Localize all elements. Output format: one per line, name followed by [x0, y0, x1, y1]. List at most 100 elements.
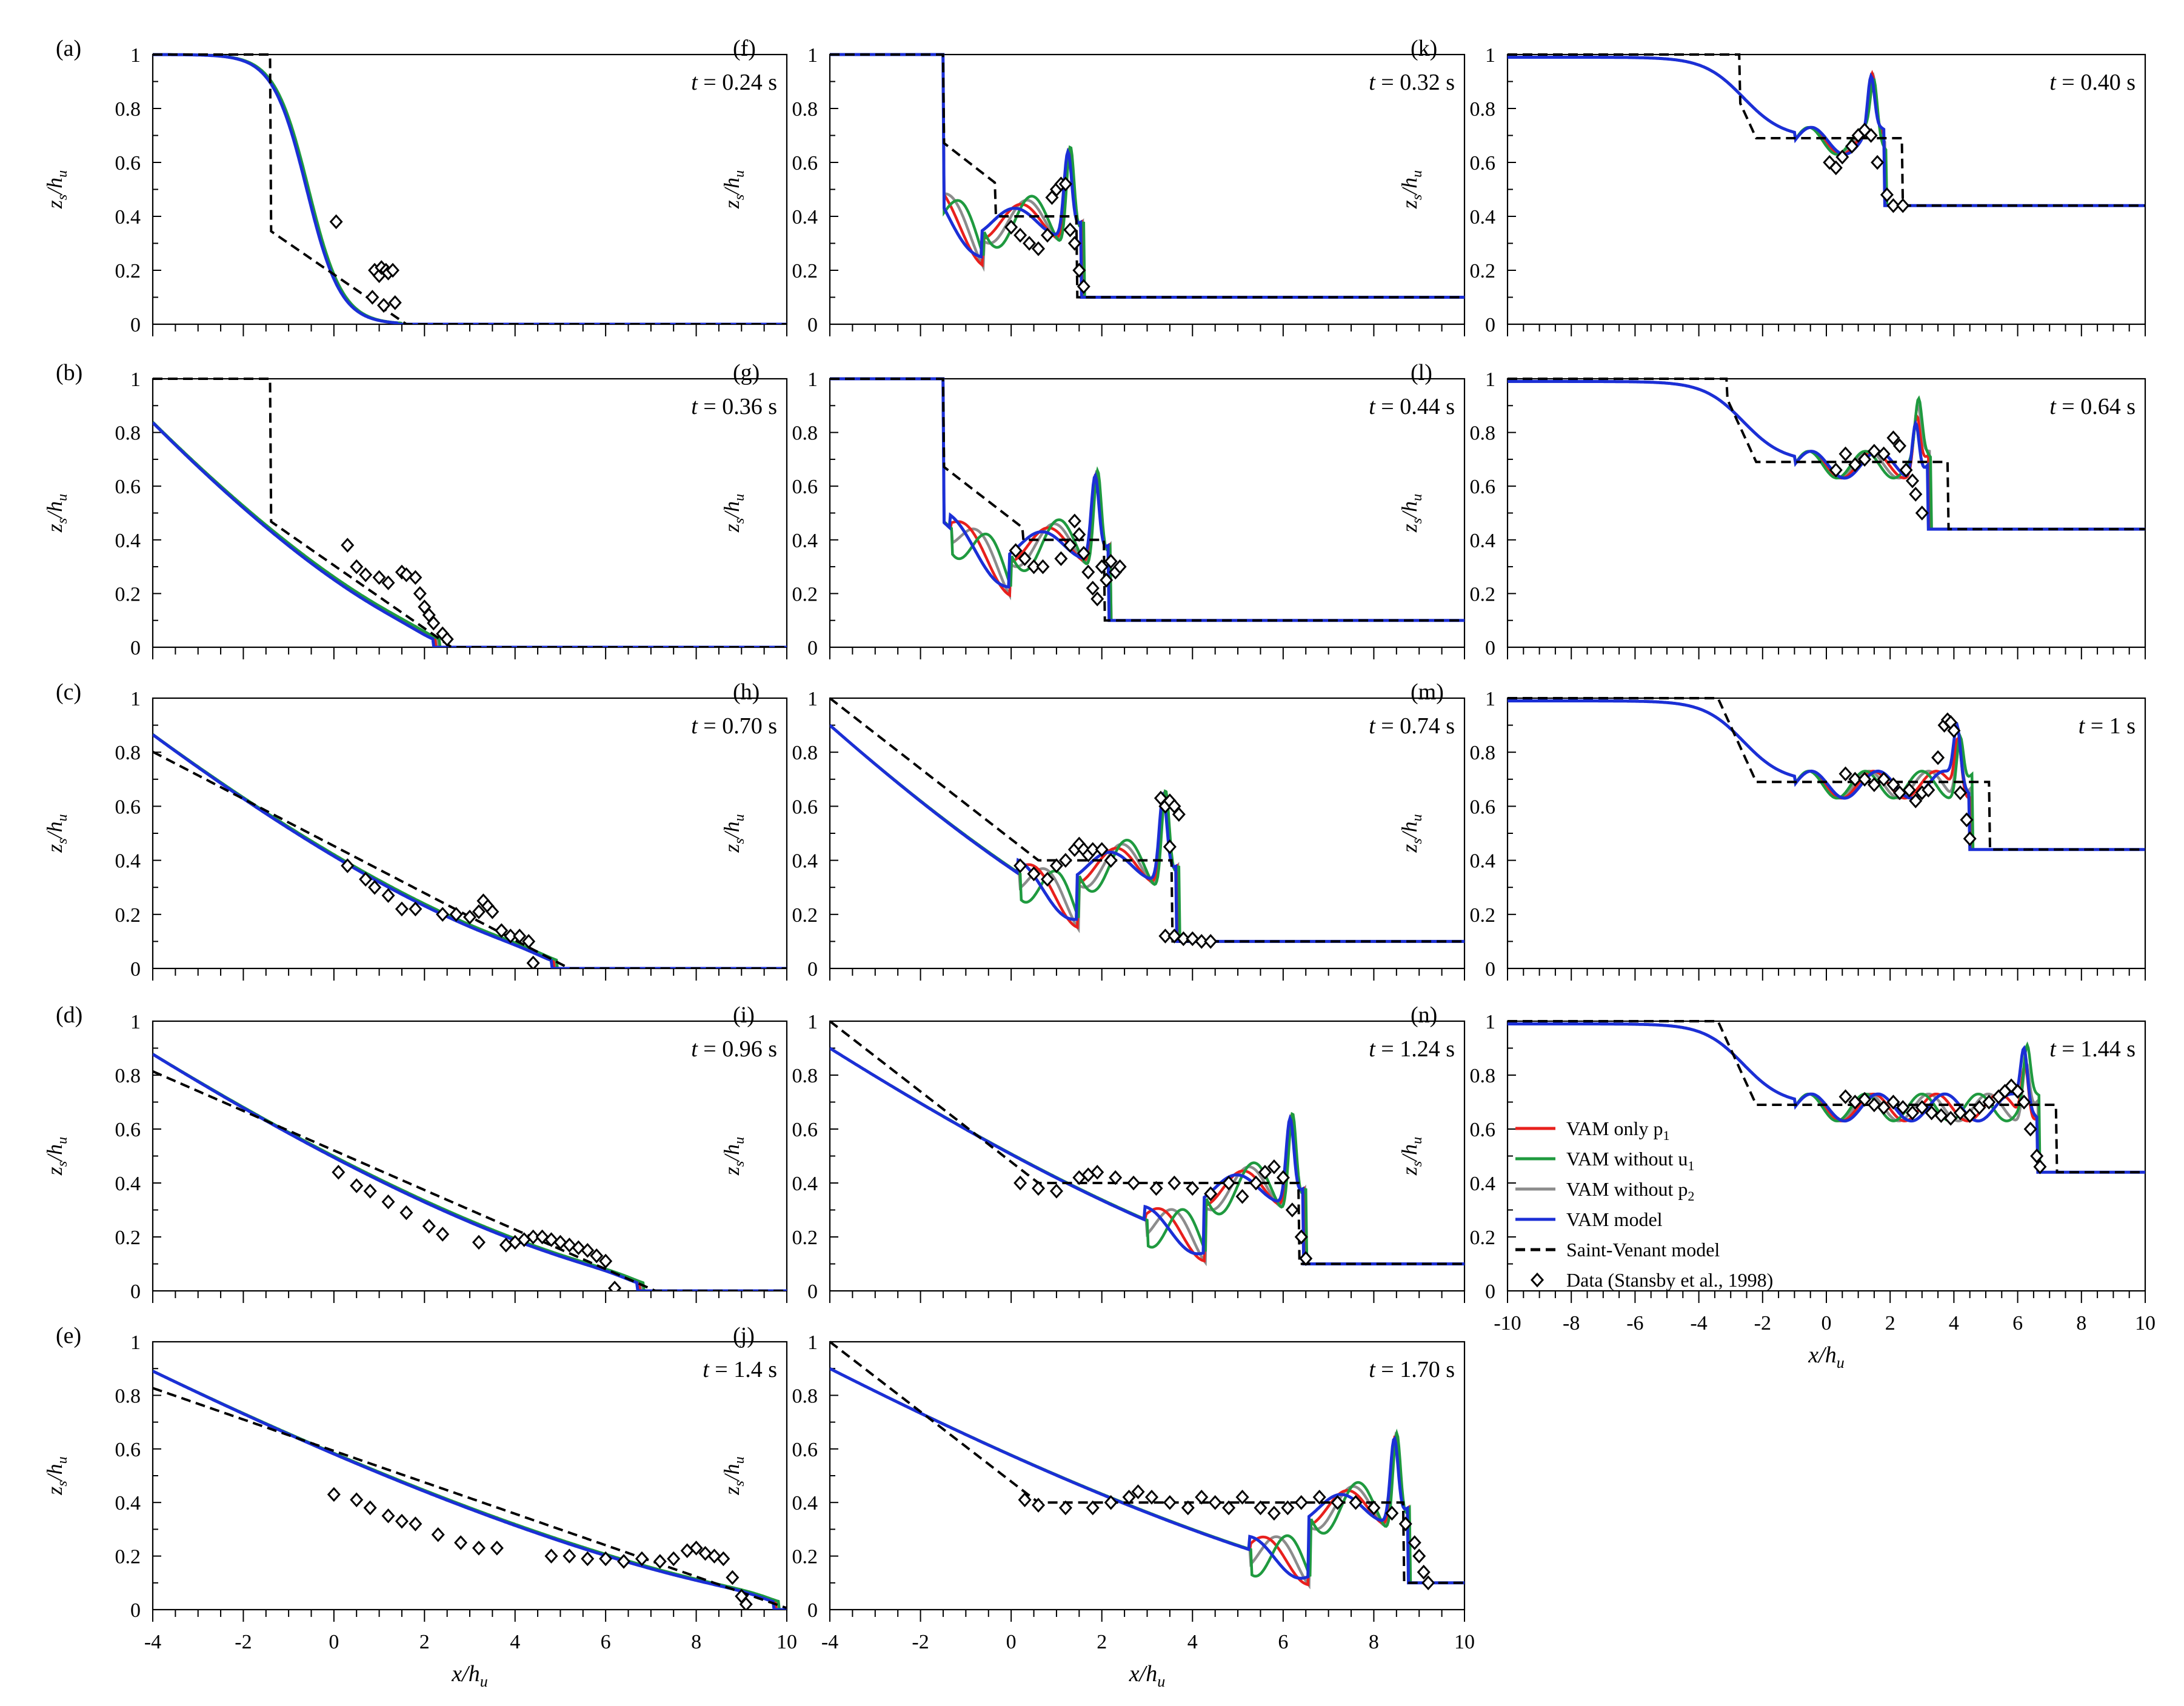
y-tick-label: 0.2: [1470, 1227, 1496, 1249]
y-tick-label: 0: [130, 314, 141, 336]
y-axis-label: zs/hu: [1397, 1137, 1425, 1176]
y-axis-label: zs/hu: [1397, 814, 1425, 853]
y-tick-label: 0.6: [792, 1439, 818, 1461]
data-marker: [1063, 222, 1077, 238]
y-tick-label: 0.4: [1470, 1173, 1496, 1195]
y-tick-label: 0: [1485, 314, 1495, 336]
x-tick-label: 6: [2012, 1312, 2023, 1334]
series-vam-model: [830, 724, 1464, 943]
data-marker: [1058, 176, 1072, 192]
data-marker: [431, 1527, 445, 1542]
panel-l: 0 0.2 0.4 0.6 0.8 1 zs/hu (l) t = 0.64 s: [1397, 360, 2146, 659]
x-tick-label: 4: [1949, 1312, 1959, 1334]
y-tick-label: 0.8: [792, 1385, 818, 1407]
plot-area: [1508, 697, 2145, 851]
data-marker: [1972, 1100, 1986, 1115]
data-marker: [436, 907, 450, 922]
data-marker: [1054, 551, 1068, 567]
x-tick-label: -2: [1754, 1312, 1771, 1334]
time-label: t = 0.70 s: [691, 713, 777, 739]
data-marker: [1886, 198, 1900, 213]
time-label: t = 0.32 s: [1369, 70, 1455, 95]
data-marker: [653, 1554, 667, 1569]
data-marker: [472, 1235, 486, 1250]
time-label: t = 0.40 s: [2049, 70, 2136, 95]
y-tick-label: 0.8: [1470, 742, 1496, 764]
data-marker: [1181, 1500, 1195, 1516]
data-marker: [1896, 198, 1910, 213]
plot-area: [153, 53, 787, 324]
data-marker: [1018, 1492, 1032, 1508]
data-marker: [1040, 871, 1054, 887]
series-saint-venant: [153, 1387, 787, 1610]
data-marker: [440, 631, 454, 647]
y-tick-label: 0: [807, 314, 818, 336]
time-label: t = 1.24 s: [1369, 1036, 1455, 1062]
y-tick-label: 0: [807, 1599, 818, 1622]
data-marker: [350, 559, 364, 575]
series-vam-without-u1: [830, 724, 1464, 943]
data-marker: [1090, 1164, 1104, 1180]
panel-i: 0 0.2 0.4 0.6 0.8 1 zs/hu (i) t = 1.24 s: [720, 1002, 1466, 1303]
y-tick-label: 0.8: [115, 1065, 141, 1087]
panel-letter: (e): [56, 1323, 81, 1348]
y-tick-label: 1: [807, 1331, 818, 1354]
data-marker: [526, 1229, 540, 1245]
x-tick-label: 10: [1454, 1631, 1475, 1653]
data-marker: [1829, 462, 1843, 478]
data-marker: [1249, 1175, 1263, 1191]
data-marker: [1031, 1498, 1046, 1513]
plot-area: [830, 1341, 1464, 1591]
data-marker: [409, 1516, 422, 1531]
data-marker: [1886, 1095, 1900, 1110]
legend-label-vam-model: VAM model: [1566, 1208, 1663, 1230]
x-tick-label: 10: [776, 1631, 797, 1653]
data-marker: [1222, 1500, 1236, 1516]
y-tick-label: 0.6: [1470, 1119, 1496, 1141]
x-tick-label: 2: [1097, 1631, 1107, 1653]
plot-area: [830, 1020, 1464, 1267]
data-marker: [1014, 227, 1027, 243]
series-vam-only-p1: [830, 1367, 1464, 1587]
data-marker: [1258, 1164, 1272, 1180]
x-tick-label: 8: [1369, 1631, 1379, 1653]
panel-letter: (a): [56, 36, 81, 61]
data-marker: [1072, 527, 1086, 542]
x-tick-label: 4: [510, 1631, 520, 1653]
y-tick-label: 0.6: [115, 796, 141, 818]
data-marker: [1127, 1175, 1141, 1191]
data-marker: [1109, 1170, 1123, 1185]
y-axis-label: zs/hu: [42, 170, 70, 209]
data-marker: [1031, 241, 1046, 256]
data-marker: [1848, 457, 1862, 473]
data-marker: [399, 1205, 413, 1221]
panel-j: 0 0.2 0.4 0.6 0.8 1 zs/hu (j) t = 1.70 s -4 -2 0 2 4 6…: [720, 1323, 1475, 1690]
legend-label-saint-venant: Saint-Venant model: [1566, 1239, 1720, 1261]
data-marker: [1909, 793, 1923, 808]
series-vam-only-p1: [153, 421, 787, 647]
plot-area: [153, 1053, 787, 1291]
data-marker: [381, 575, 395, 590]
data-marker: [739, 1596, 753, 1610]
y-tick-label: 0.4: [1470, 206, 1496, 228]
data-marker: [1848, 771, 1862, 787]
y-tick-label: 1: [1485, 1011, 1495, 1033]
data-marker: [1063, 538, 1077, 553]
data-marker: [526, 955, 540, 968]
data-marker: [617, 1554, 631, 1569]
y-tick-label: 0.6: [1470, 476, 1496, 498]
series-saint-venant: [153, 750, 787, 968]
series-vam-model: [1508, 699, 2145, 851]
data-marker: [359, 871, 373, 887]
y-tick-label: 0.2: [792, 1227, 818, 1249]
data-marker: [716, 1551, 730, 1567]
y-axis-label: zs/hu: [720, 1456, 747, 1495]
data-marker: [1953, 785, 1967, 801]
time-label: t = 0.24 s: [691, 70, 777, 95]
y-tick-label: 0: [130, 1599, 141, 1622]
y-axis-label: zs/hu: [720, 170, 747, 209]
data-marker: [388, 295, 402, 310]
data-marker: [1886, 430, 1900, 445]
data-marker: [1031, 1181, 1046, 1196]
series-vam-without-p2: [153, 1053, 787, 1291]
